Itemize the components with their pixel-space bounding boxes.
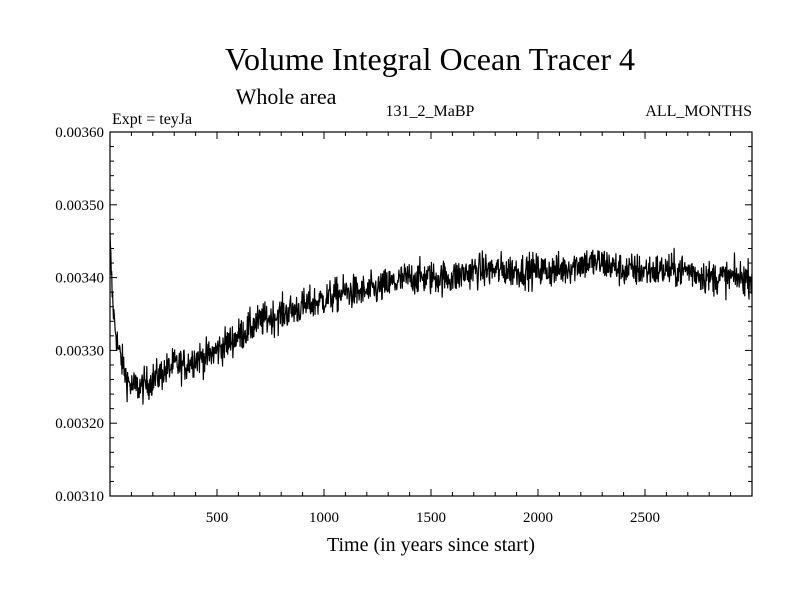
- y-tick-label: 0.00320: [55, 416, 104, 432]
- y-axis: 0.00310 0.00320 0.00330 0.00340 0.00350 0.003…: [55, 125, 752, 505]
- x-tick-label: 500: [206, 510, 229, 526]
- chart-subtitle: Whole area: [236, 84, 337, 109]
- x-tick-label: 2500: [630, 510, 660, 526]
- y-tick-label: 0.00340: [55, 271, 104, 287]
- chart-title: Volume Integral Ocean Tracer 4: [225, 41, 635, 77]
- y-tick-label: 0.00330: [55, 343, 104, 359]
- x-axis: 500 1000 1500 2000 2500: [130, 132, 732, 526]
- y-tick-label: 0.00310: [55, 489, 104, 505]
- x-axis-label: Time (in years since start): [327, 534, 535, 556]
- run-label: 131_2_MaBP: [386, 103, 475, 120]
- period-label: ALL_MONTHS: [645, 103, 752, 120]
- y-tick-label: 0.00350: [55, 198, 104, 214]
- series-line: [109, 232, 753, 405]
- x-tick-label: 2000: [523, 510, 553, 526]
- experiment-label: Expt = teyJa: [112, 111, 192, 128]
- plot-frame: [109, 131, 753, 497]
- x-tick-label: 1000: [309, 510, 339, 526]
- y-tick-label: 0.00360: [55, 125, 104, 141]
- x-tick-label: 1500: [416, 510, 446, 526]
- plot-series: [109, 232, 753, 405]
